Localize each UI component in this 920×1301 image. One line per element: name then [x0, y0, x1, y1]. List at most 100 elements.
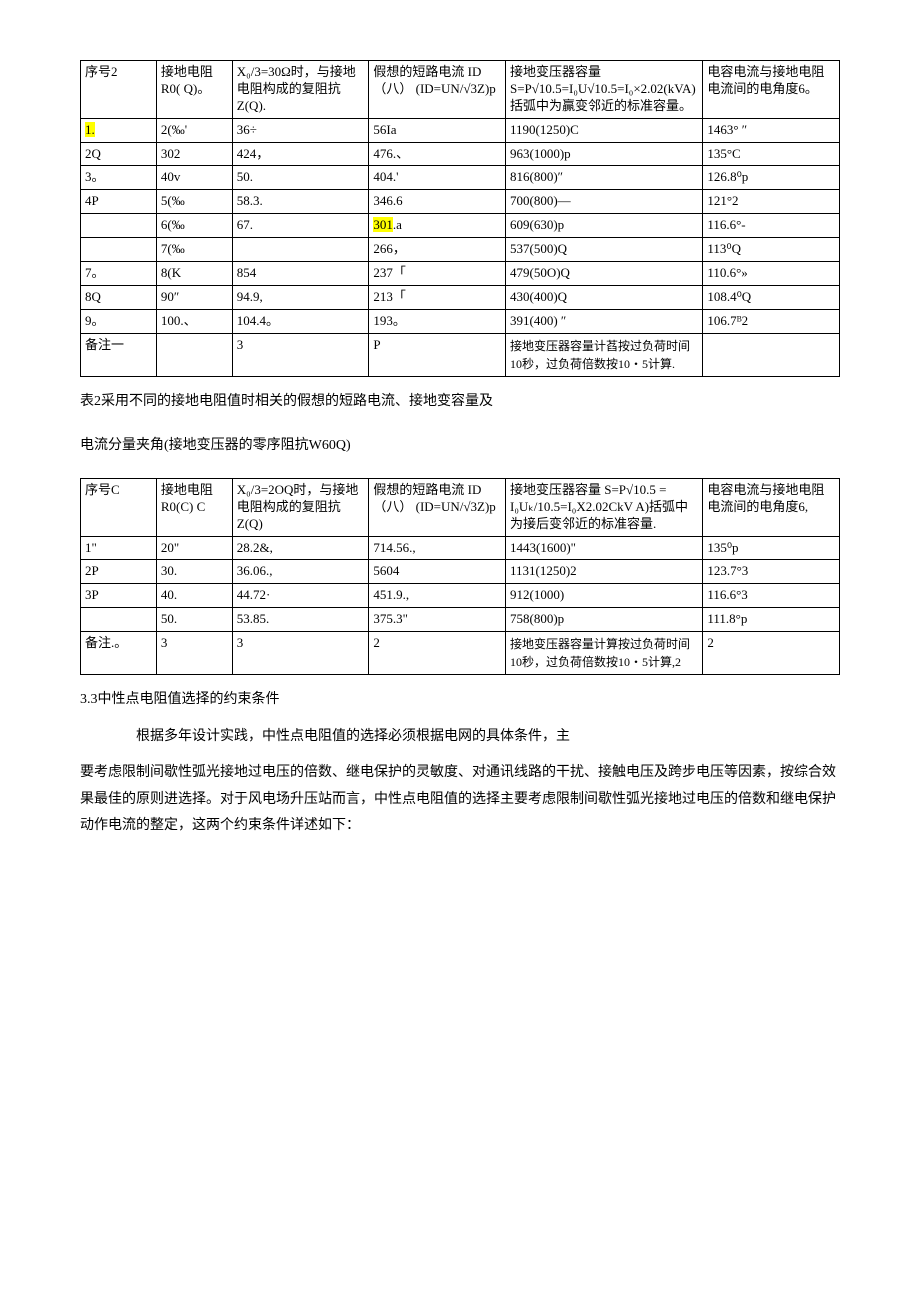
cell: 6(‰ — [156, 214, 232, 238]
cell: 2 — [703, 632, 840, 675]
cell: 接地变压器容量计萏按过负荷时间10秒，过负荷倍数按10・5计算. — [506, 333, 703, 376]
cell: 700(800)— — [506, 190, 703, 214]
cell: 备注.。 — [81, 632, 157, 675]
cell: 609(630)p — [506, 214, 703, 238]
th-s: 接地变压器容量 S=P√10.5 = I₀Uₖ/10.5=I₀X2.02CkV … — [506, 478, 703, 536]
th-angle: 电容电流与接地电阻电流间的电角度6。 — [703, 61, 840, 119]
cell: 963(1000)p — [506, 142, 703, 166]
cell: 53.85. — [232, 608, 369, 632]
cell: 479(50O)Q — [506, 262, 703, 286]
cell: 537(500)Q — [506, 238, 703, 262]
cell: 3 — [232, 632, 369, 675]
cell: 451.9., — [369, 584, 506, 608]
cell: 854 — [232, 262, 369, 286]
table-row: 9。100.、104.4。193。391(400) ″106.7ᴮ2 — [81, 309, 840, 333]
th-seq: 序号C — [81, 478, 157, 536]
cell: 67. — [232, 214, 369, 238]
cell: 3。 — [81, 166, 157, 190]
cell: 116.6°- — [703, 214, 840, 238]
cell: 8(K — [156, 262, 232, 286]
table-row: 备注一3P接地变压器容量计萏按过负荷时间10秒，过负荷倍数按10・5计算. — [81, 333, 840, 376]
cell: 213「 — [369, 285, 506, 309]
cell: 1131(1250)2 — [506, 560, 703, 584]
table-row: 6(‰67.301.a609(630)p116.6°- — [81, 214, 840, 238]
cell: 7。 — [81, 262, 157, 286]
cell: 108.4⁰Q — [703, 285, 840, 309]
cell: 58.3. — [232, 190, 369, 214]
table-row: 7(‰266，537(500)Q113⁰Q — [81, 238, 840, 262]
cell — [81, 238, 157, 262]
cell — [703, 333, 840, 376]
cell: 44.72· — [232, 584, 369, 608]
table-row: 备注.。332接地变压器容量计算按过负荷时间10秒，过负荷倍数按10・5计算,2… — [81, 632, 840, 675]
cell: 266， — [369, 238, 506, 262]
th-r0: 接地电阻 R0( Q)。 — [156, 61, 232, 119]
table-row: 2P30.36.06.,56041131(1250)2123.7°3 — [81, 560, 840, 584]
cell: 404.' — [369, 166, 506, 190]
cell: 28.2&, — [232, 536, 369, 560]
cell: 116.6°3 — [703, 584, 840, 608]
cell: 912(1000) — [506, 584, 703, 608]
table-2: 序号C 接地电阻R0(C) C X₀/3=2OQ时，与接地电阻构成的复阻抗Z(Q… — [80, 478, 840, 675]
table-row: 1.2(‰'36÷56Ia1190(1250)C1463° ″ — [81, 118, 840, 142]
cell: 接地变压器容量计算按过负荷时间10秒，过负荷倍数按10・5计算,2 — [506, 632, 703, 675]
table-row: 3P40.44.72·451.9.,912(1000)116.6°3 — [81, 584, 840, 608]
cell: 110.6°» — [703, 262, 840, 286]
table-1: 序号2 接地电阻 R0( Q)。 X₀/3=30Ω时，与接地电阻构成的复阻抗Z(… — [80, 60, 840, 377]
cell: 1443(1600)" — [506, 536, 703, 560]
th-z: X₀/3=2OQ时，与接地电阻构成的复阻抗Z(Q) — [232, 478, 369, 536]
cell: 193。 — [369, 309, 506, 333]
cell: 备注一 — [81, 333, 157, 376]
cell: 9。 — [81, 309, 157, 333]
table-row: 50.53.85.375.3"758(800)p111.8°p — [81, 608, 840, 632]
cell: 2(‰' — [156, 118, 232, 142]
cell: 4P — [81, 190, 157, 214]
cell: 40. — [156, 584, 232, 608]
cell — [81, 214, 157, 238]
cell: 5(‰ — [156, 190, 232, 214]
cell: 301.a — [369, 214, 506, 238]
cell: 50. — [232, 166, 369, 190]
table-row: 1"20"28.2&,714.56.,1443(1600)"135⁰p — [81, 536, 840, 560]
cell: 1. — [81, 118, 157, 142]
cell: 7(‰ — [156, 238, 232, 262]
cell: 237「 — [369, 262, 506, 286]
cell: 121°2 — [703, 190, 840, 214]
cell: 135°C — [703, 142, 840, 166]
table2-body: 1"20"28.2&,714.56.,1443(1600)"135⁰p2P30.… — [81, 536, 840, 675]
cell — [232, 238, 369, 262]
cell: 50. — [156, 608, 232, 632]
table2-caption-a: 表2采用不同的接地电阻值时相关的假想的短路电流、接地变容量及 — [80, 389, 840, 416]
para-1: 根据多年设计实践，中性点电阻值的选择必须根据电网的具体条件，主 — [108, 724, 840, 751]
cell: 1463° ″ — [703, 118, 840, 142]
cell: 1190(1250)C — [506, 118, 703, 142]
th-seq: 序号2 — [81, 61, 157, 119]
cell: 346.6 — [369, 190, 506, 214]
cell: 36.06., — [232, 560, 369, 584]
cell: 424， — [232, 142, 369, 166]
cell: 1" — [81, 536, 157, 560]
cell: 135⁰p — [703, 536, 840, 560]
para-2: 要考虑限制间歇性弧光接地过电压的倍数、继电保护的灵敏度、对通讯线路的干扰、接触电… — [80, 760, 840, 840]
th-s: 接地变压器容量 S=P√10.5=I₀U√10.5=I₀×2.02(kVA)括弧… — [506, 61, 703, 119]
table-row: 4P5(‰58.3.346.6700(800)—121°2 — [81, 190, 840, 214]
table-header-row: 序号C 接地电阻R0(C) C X₀/3=2OQ时，与接地电阻构成的复阻抗Z(Q… — [81, 478, 840, 536]
cell: 8Q — [81, 285, 157, 309]
cell: 100.、 — [156, 309, 232, 333]
cell: 391(400) ″ — [506, 309, 703, 333]
cell: 3 — [232, 333, 369, 376]
table-row: 7。8(K854237「479(50O)Q110.6°» — [81, 262, 840, 286]
table-row: 3。40v50.404.'816(800)″126.8⁰p — [81, 166, 840, 190]
table2-caption-b: 电流分量夹角(接地变压器的零序阻抗W60Q) — [80, 433, 840, 460]
cell: 104.4。 — [232, 309, 369, 333]
cell: 2 — [369, 632, 506, 675]
th-z: X₀/3=30Ω时，与接地电阻构成的复阻抗Z(Q). — [232, 61, 369, 119]
table-header-row: 序号2 接地电阻 R0( Q)。 X₀/3=30Ω时，与接地电阻构成的复阻抗Z(… — [81, 61, 840, 119]
cell: 126.8⁰p — [703, 166, 840, 190]
cell: 40v — [156, 166, 232, 190]
cell: 758(800)p — [506, 608, 703, 632]
cell: 375.3" — [369, 608, 506, 632]
cell: 94.9, — [232, 285, 369, 309]
cell: 20" — [156, 536, 232, 560]
cell: 90″ — [156, 285, 232, 309]
